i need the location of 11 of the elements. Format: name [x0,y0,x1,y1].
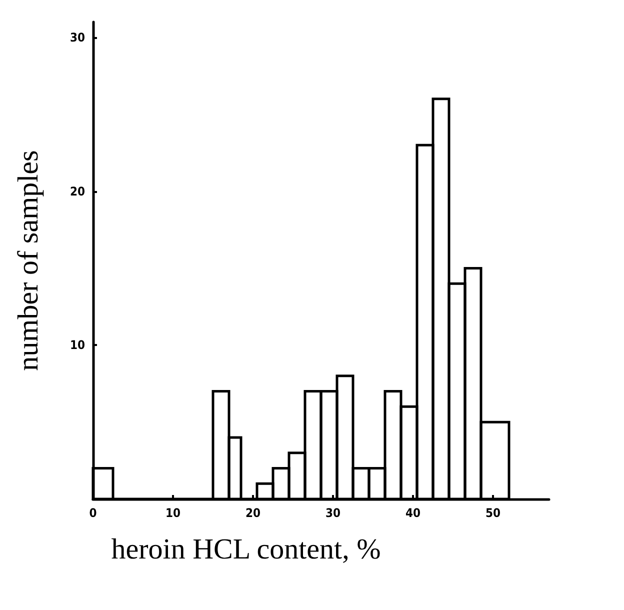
y-tick-label: 20 [70,184,85,198]
x-tick-label: 40 [405,506,421,520]
x-tick-label: 20 [245,506,261,520]
y-tick-label: 30 [70,30,85,44]
x-tick-label: 0 [89,506,97,520]
x-tick-label: 10 [165,506,181,520]
y-tick-label: 10 [70,338,85,352]
x-tick-label: 50 [485,506,501,520]
x-axis-title: heroin HCL content, % [111,534,381,566]
x-tick-label: 30 [325,506,341,520]
y-axis-title: number of samples [12,150,44,371]
